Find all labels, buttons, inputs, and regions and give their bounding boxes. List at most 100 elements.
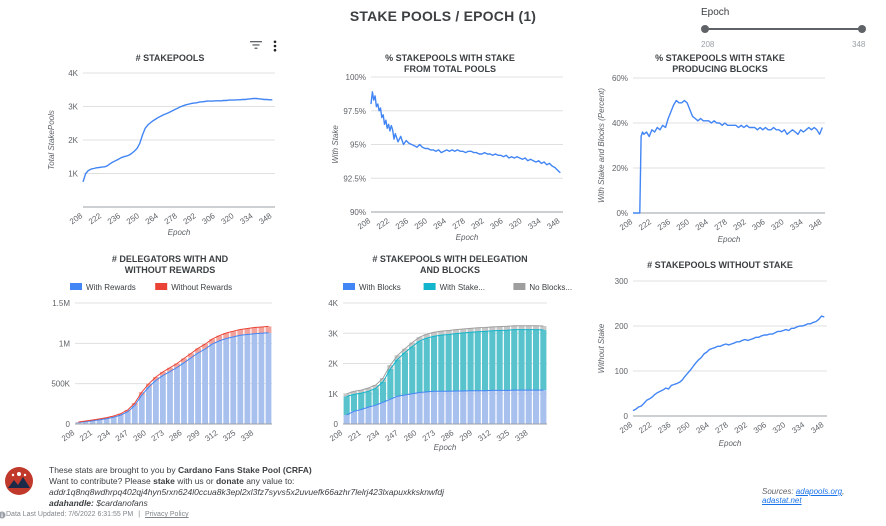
y-tick-label: 40% [612, 119, 628, 128]
x-tick-label: 208 [618, 217, 635, 232]
series-edge-line [346, 329, 544, 397]
y-axis-label: With Stake [331, 125, 340, 164]
y-tick-label: 1.5M [52, 299, 70, 308]
bar-segment [431, 391, 438, 424]
x-tick-label: 264 [694, 217, 711, 232]
bar-segment [438, 335, 445, 392]
chart-title: # STAKEPOOLS WITH DELEGATION [372, 254, 527, 264]
bar-segment [146, 386, 152, 424]
bar-segment [131, 405, 138, 424]
bar-segment [452, 329, 459, 334]
chart-title: FROM TOTAL POOLS [404, 64, 496, 74]
legend-swatch [343, 283, 355, 290]
source-link-adastat[interactable]: adastat.net [762, 496, 802, 505]
bar-segment [343, 396, 350, 415]
bar-segment [401, 352, 408, 395]
series-line [632, 315, 825, 412]
source-link-adapools[interactable]: adapools.org [795, 487, 843, 496]
adahandle-value: $cardanofans [96, 498, 148, 507]
bar-segment [230, 336, 237, 424]
epoch-slider-max-handle[interactable] [858, 25, 866, 33]
bar-segment [482, 331, 489, 391]
bar-segment [350, 391, 357, 395]
sources-label: Sources: [762, 487, 796, 496]
x-tick-label: 247 [384, 428, 401, 443]
x-tick-label: 320 [219, 211, 236, 226]
bar-segment [467, 328, 474, 333]
bar-segment [372, 385, 379, 389]
bar-segment [489, 390, 496, 424]
bar-segment [496, 330, 503, 391]
bar-segment [146, 383, 152, 387]
series-line [633, 99, 823, 214]
bar-segment [496, 326, 503, 331]
bar-segment [138, 392, 145, 395]
bar-segment [503, 390, 510, 424]
y-tick-label: 2K [68, 136, 78, 145]
bar-segment [223, 338, 230, 424]
bar-segment [202, 349, 208, 424]
footer-adahandle: adahandle: $cardanofans [49, 498, 148, 507]
footer-contribute-c: with us or [174, 476, 216, 486]
footer-pool-name: Cardano Fans Stake Pool (CRFA) [178, 465, 312, 475]
bar-segment [394, 396, 401, 424]
bar-segment [474, 327, 481, 332]
footer-contribute-e: any value to: [243, 476, 295, 486]
epoch-slider-track[interactable] [705, 28, 862, 30]
bar-segment [380, 378, 387, 382]
page-title: STAKE POOLS / EPOCH (1) [349, 8, 537, 24]
x-tick-label: 273 [421, 428, 438, 443]
x-tick-label: 348 [257, 211, 274, 226]
x-tick-label: 348 [807, 217, 824, 232]
chart-title: AND BLOCKS [420, 265, 480, 275]
x-tick-label: 292 [182, 211, 199, 226]
bar-segment [237, 335, 244, 424]
x-tick-label: 312 [203, 428, 220, 443]
donation-address: addr1q8nq8wdhrpq402qj4hyn5rxn624l0ccua8k… [49, 487, 445, 497]
filter-icon[interactable] [250, 40, 262, 50]
y-tick-label: 1M [59, 339, 70, 348]
bar-segment [489, 326, 496, 331]
bar-segment [174, 363, 180, 368]
bar-segment [258, 327, 265, 334]
bar-segment [195, 348, 201, 353]
bar-segment [372, 405, 379, 424]
bar-segment [416, 341, 423, 393]
epoch-slider-max-value: 348 [852, 40, 866, 49]
x-tick-label: 348 [545, 216, 562, 231]
bar-segment [343, 414, 350, 424]
bar-segment [124, 409, 131, 412]
bar-segment [365, 391, 372, 407]
bar-segment [525, 329, 532, 391]
x-axis-label: Epoch [718, 235, 741, 244]
more-vert-icon[interactable] [272, 40, 278, 52]
series-edge-line [346, 325, 544, 395]
bar-segment [195, 353, 201, 424]
bar-segment [82, 421, 89, 424]
x-tick-label: 264 [432, 216, 449, 231]
footer-credit: These stats are brought to you by Cardan… [49, 465, 312, 476]
bar-segment [416, 392, 423, 424]
x-tick-label: 292 [470, 216, 487, 231]
legend-swatch [70, 283, 82, 290]
bar-segment [343, 393, 350, 397]
x-tick-label: 334 [238, 211, 255, 226]
bar-segment [525, 390, 532, 424]
bar-segment [117, 413, 124, 416]
x-tick-label: 208 [60, 428, 77, 443]
x-tick-label: 286 [439, 428, 456, 443]
bar-segment [445, 391, 452, 424]
x-tick-label: 320 [771, 420, 788, 435]
x-axis-label: Epoch [168, 228, 191, 237]
bar-segment [445, 334, 452, 392]
bar-segment [160, 371, 166, 376]
x-tick-label: 278 [451, 216, 468, 231]
bar-segment [511, 325, 518, 330]
x-tick-label: 222 [637, 420, 654, 435]
privacy-policy-link[interactable]: Privacy Policy [145, 511, 189, 518]
x-axis-label: Epoch [456, 233, 479, 242]
epoch-slider-min-handle[interactable] [701, 25, 709, 33]
x-tick-label: 306 [489, 216, 506, 231]
